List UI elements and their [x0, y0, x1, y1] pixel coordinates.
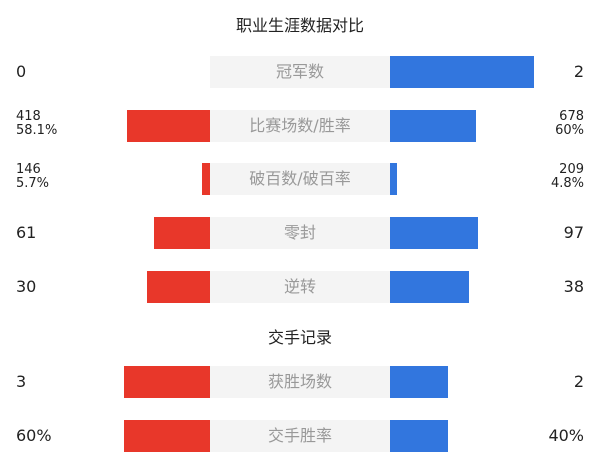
right-bar: [390, 420, 448, 452]
left-value: 61: [16, 223, 36, 242]
right-value-line: 97: [563, 223, 584, 242]
right-value-line: 38: [563, 277, 584, 296]
left-bar: [123, 366, 210, 398]
stat-row: 逆转 30 38: [0, 271, 600, 303]
stat-row: 冠军数 0 2: [0, 56, 600, 88]
right-value: 678 60%: [555, 110, 584, 138]
right-value: 209 4.8%: [551, 163, 584, 191]
left-value-line: 146: [16, 162, 41, 177]
left-bar: [147, 271, 210, 303]
right-value-line: 60%: [555, 123, 584, 138]
stat-label: 破百数/破百率: [210, 163, 390, 195]
head-to-head-title: 交手记录: [267, 328, 332, 347]
left-value-line: 30: [16, 277, 37, 296]
stat-row: 获胜场数 3 2: [0, 366, 600, 398]
stat-row: 零封 61 97: [0, 217, 600, 249]
right-value: 38: [564, 277, 584, 296]
right-value: 2: [574, 62, 584, 81]
stat-label: 逆转: [210, 271, 390, 303]
right-bar: [390, 110, 477, 142]
left-value: 418 58.1%: [16, 110, 57, 138]
stat-row: 比赛场数/胜率 418 58.1% 678 60%: [0, 110, 600, 142]
stat-label: 交手胜率: [210, 420, 390, 452]
stat-label: 零封: [210, 217, 390, 249]
stat-label: 获胜场数: [210, 366, 390, 398]
right-value: 40%: [548, 426, 584, 445]
left-value: 60%: [16, 426, 52, 445]
right-value-line: 678: [559, 109, 584, 124]
left-value-line: 60%: [16, 426, 52, 445]
right-value-line: 2: [573, 372, 584, 391]
stat-label: 比赛场数/胜率: [210, 110, 390, 142]
left-bar: [154, 217, 210, 249]
right-value: 97: [564, 223, 584, 242]
left-bar: [202, 163, 210, 195]
right-bar: [390, 217, 479, 249]
right-value-line: 209: [559, 162, 584, 177]
right-value: 2: [574, 372, 584, 391]
right-bar: [390, 366, 448, 398]
left-bar: [123, 420, 210, 452]
right-value-line: 2: [573, 62, 584, 81]
right-bar: [390, 163, 398, 195]
left-value-line: 5.7%: [16, 176, 50, 191]
left-value-line: 61: [16, 223, 37, 242]
stat-row: 破百数/破百率 146 5.7% 209 4.8%: [0, 163, 600, 195]
left-value: 3: [16, 372, 26, 391]
right-bar: [390, 56, 534, 88]
left-value: 146 5.7%: [16, 163, 49, 191]
stat-label: 冠军数: [210, 56, 390, 88]
left-value-line: 0: [16, 62, 27, 81]
left-value-line: 58.1%: [16, 123, 58, 138]
left-bar: [127, 110, 210, 142]
left-value-line: 3: [16, 372, 27, 391]
stat-row: 交手胜率 60% 40%: [0, 420, 600, 452]
right-value-line: 4.8%: [550, 176, 584, 191]
left-value: 30: [16, 277, 36, 296]
left-value-line: 418: [16, 109, 41, 124]
career-comparison-title: 职业生涯数据对比: [235, 16, 364, 35]
right-value-line: 40%: [548, 426, 584, 445]
right-bar: [390, 271, 470, 303]
left-value: 0: [16, 62, 26, 81]
